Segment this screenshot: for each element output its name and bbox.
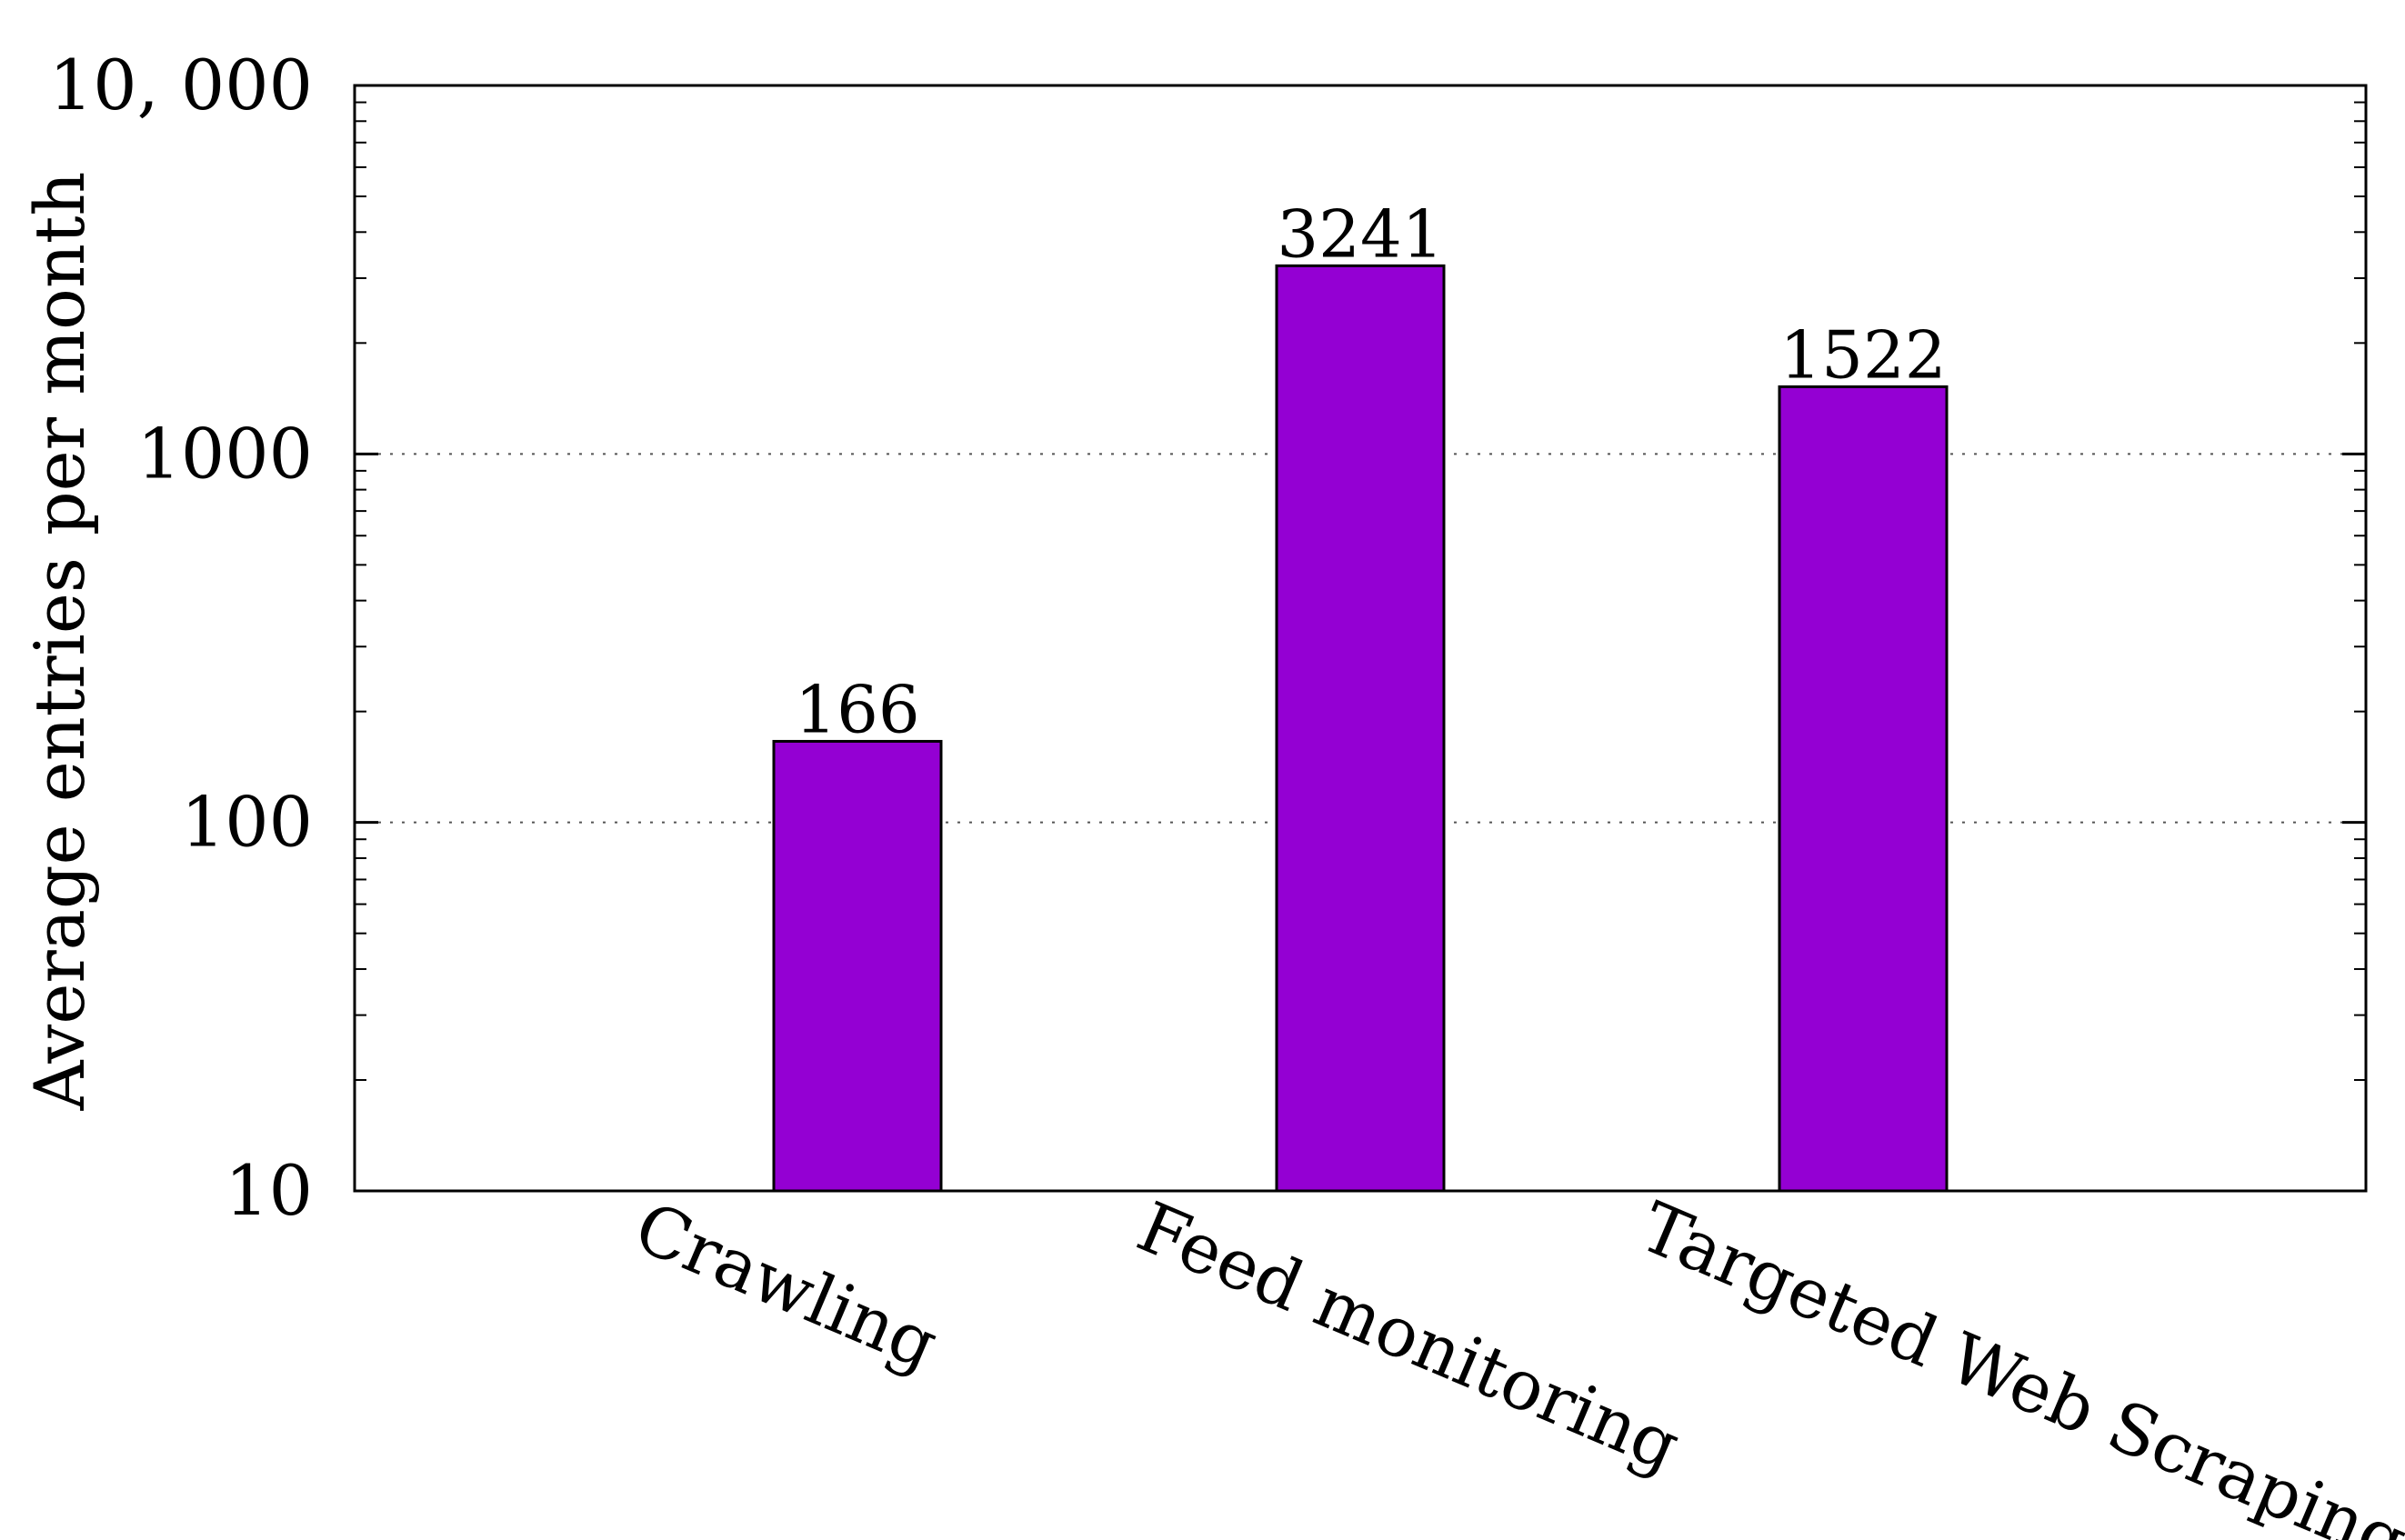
labels: 10 100 1000 10, 000 166 Crawling 3241 Feed moni… — [49, 45, 2405, 1540]
axis-ticks — [355, 84, 2366, 1193]
x-category-label-0: Crawling — [624, 1186, 949, 1385]
bar-1 — [1275, 264, 1446, 1193]
y-tick-label-0: 10 — [225, 1150, 313, 1231]
bar-2 — [1778, 385, 1949, 1193]
y-tick-label-1: 100 — [181, 782, 313, 863]
x-category-label-2: Targeted Web Scraping — [1629, 1186, 2405, 1540]
y-axis-title: Average entries per month — [19, 172, 100, 1112]
x-category-label-1: Feed monitoring — [1127, 1186, 1691, 1487]
plot-frame — [353, 84, 2368, 1193]
y-tick-label-3: 10, 000 — [49, 45, 313, 125]
data-label-2: 1522 — [1779, 316, 1946, 393]
bars — [772, 264, 1949, 1193]
bar-0 — [772, 739, 943, 1193]
data-label-1: 3241 — [1277, 195, 1443, 272]
data-label-0: 166 — [795, 671, 919, 747]
y-tick-label-2: 1000 — [137, 413, 313, 494]
